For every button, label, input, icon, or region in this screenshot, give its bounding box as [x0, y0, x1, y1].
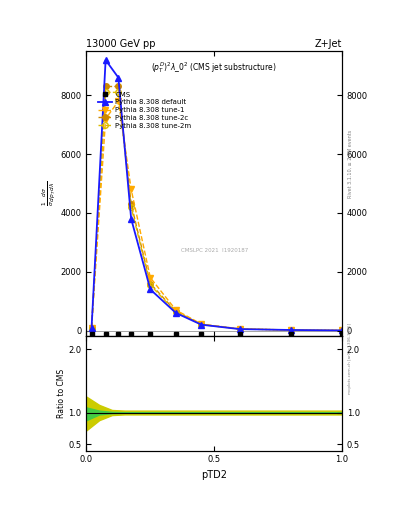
Y-axis label: $\frac{1}{\sigma}\frac{d\sigma}{dp_T\,d\lambda}$: $\frac{1}{\sigma}\frac{d\sigma}{dp_T\,d\… — [40, 181, 58, 206]
Text: 13000 GeV pp: 13000 GeV pp — [86, 39, 156, 49]
Text: CMSLPC 2021  I1920187: CMSLPC 2021 I1920187 — [180, 248, 248, 253]
X-axis label: pTD2: pTD2 — [201, 470, 227, 480]
Y-axis label: Ratio to CMS: Ratio to CMS — [57, 369, 66, 418]
Text: Z+Jet: Z+Jet — [314, 39, 342, 49]
Text: Rivet 3.1.10, ≥ 2.4M events: Rivet 3.1.10, ≥ 2.4M events — [348, 130, 353, 198]
Legend: CMS, Pythia 8.308 default, Pythia 8.308 tune-1, Pythia 8.308 tune-2c, Pythia 8.3: CMS, Pythia 8.308 default, Pythia 8.308 … — [95, 89, 194, 132]
Text: mcplots.cern.ch [arXiv:1306.3436]: mcplots.cern.ch [arXiv:1306.3436] — [348, 323, 352, 394]
Text: $(p_T^D)^2\lambda\_0^2$ (CMS jet substructure): $(p_T^D)^2\lambda\_0^2$ (CMS jet substru… — [151, 60, 277, 75]
